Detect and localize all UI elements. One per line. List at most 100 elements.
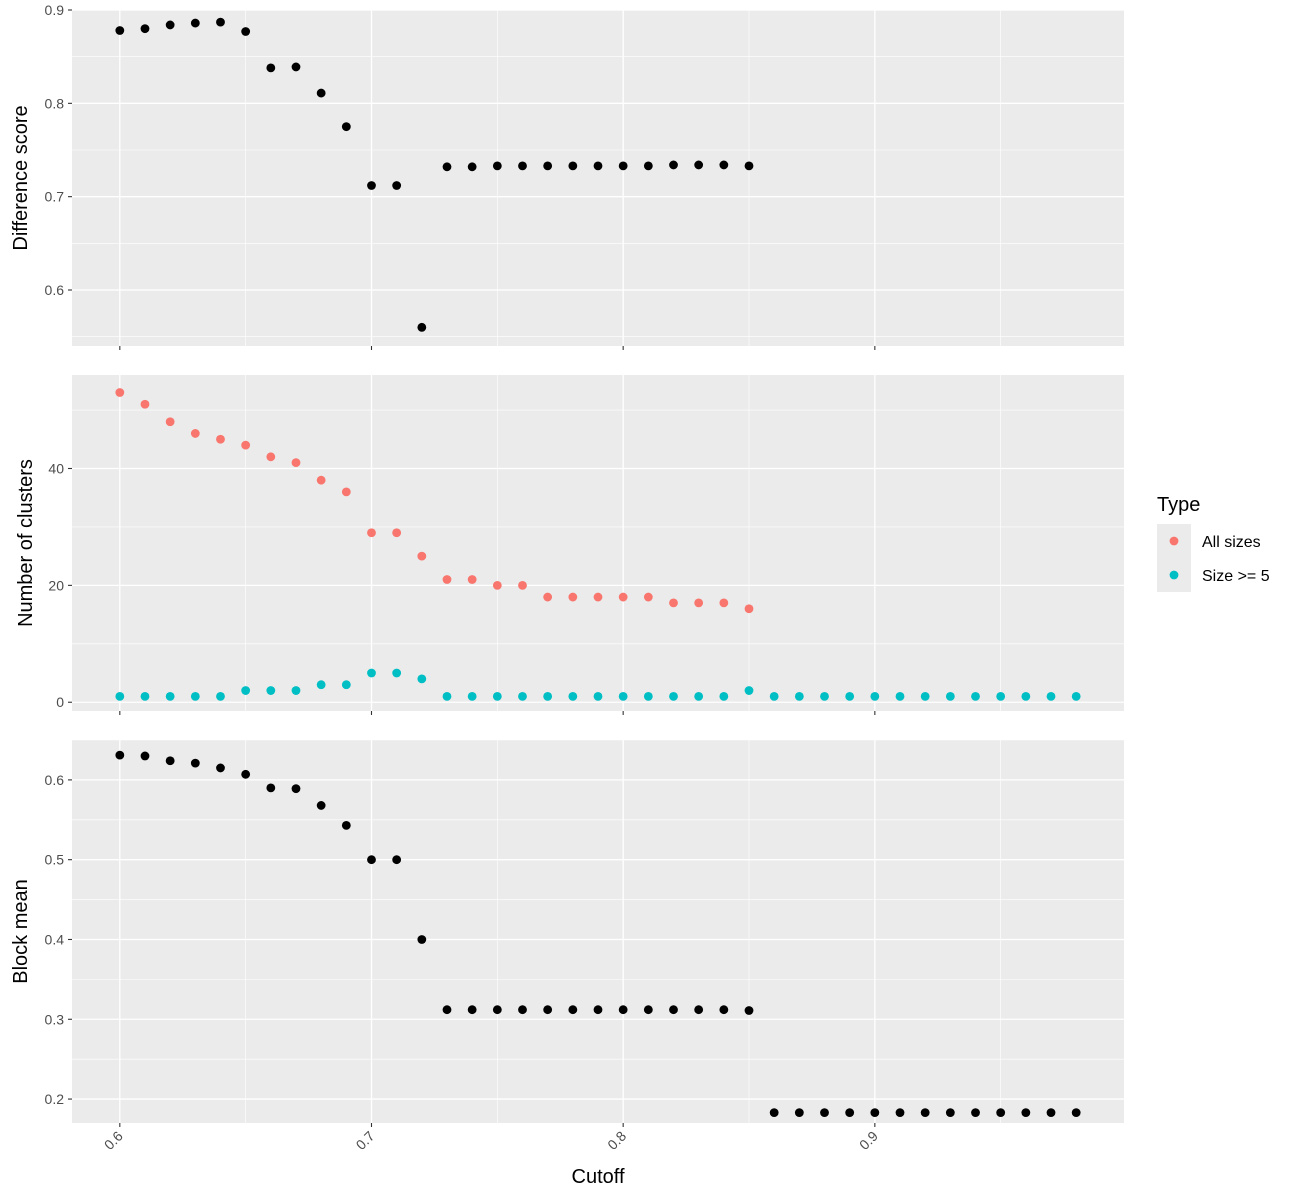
data-point bbox=[945, 1108, 955, 1118]
data-point bbox=[367, 181, 376, 190]
data-point bbox=[669, 691, 678, 701]
x-tick-label: 0.9 bbox=[856, 1128, 881, 1153]
data-point bbox=[291, 784, 301, 794]
data-point bbox=[291, 458, 301, 468]
data-point bbox=[744, 686, 754, 695]
data-point bbox=[643, 161, 653, 171]
data-point bbox=[845, 1108, 855, 1118]
data-point bbox=[140, 399, 150, 409]
data-point bbox=[744, 604, 754, 614]
data-point bbox=[643, 592, 653, 602]
y-axis-title: Number of clusters bbox=[15, 459, 37, 627]
data-point bbox=[266, 452, 276, 462]
data-point bbox=[518, 580, 527, 590]
panel-3: 0.2 0.3 0.4 0.5 0.6 Block mean bbox=[10, 739, 1124, 1127]
data-point bbox=[1046, 691, 1056, 701]
data-point bbox=[895, 691, 905, 701]
data-point bbox=[442, 162, 452, 172]
data-point bbox=[492, 691, 502, 701]
x-tick-label: 0.6 bbox=[101, 1128, 126, 1153]
data-point bbox=[442, 691, 452, 701]
data-point bbox=[241, 686, 251, 695]
y-axis-title: Block mean bbox=[10, 879, 32, 984]
data-point bbox=[467, 162, 477, 172]
data-point bbox=[140, 751, 150, 761]
y-tick-label: 0 bbox=[56, 694, 64, 710]
data-point bbox=[241, 27, 251, 36]
data-point bbox=[341, 487, 351, 497]
data-point bbox=[1021, 1108, 1031, 1118]
data-point bbox=[241, 440, 251, 450]
data-point bbox=[1071, 1108, 1081, 1118]
data-point bbox=[1021, 691, 1031, 701]
legend-title: Type bbox=[1157, 494, 1200, 516]
data-point bbox=[643, 691, 653, 701]
data-point bbox=[115, 388, 125, 397]
series-points bbox=[115, 750, 1081, 1118]
data-point bbox=[190, 18, 200, 28]
data-point bbox=[719, 160, 729, 170]
data-point bbox=[543, 1005, 553, 1015]
data-point bbox=[341, 680, 351, 690]
data-point bbox=[190, 758, 200, 768]
data-point bbox=[140, 24, 150, 34]
data-point bbox=[266, 686, 276, 695]
data-point bbox=[769, 1108, 779, 1118]
data-point bbox=[920, 1108, 930, 1118]
data-point bbox=[241, 769, 251, 779]
data-point bbox=[593, 161, 603, 171]
data-point bbox=[190, 429, 200, 438]
data-point bbox=[492, 161, 502, 171]
data-point bbox=[216, 17, 225, 27]
data-point bbox=[190, 691, 200, 701]
data-point bbox=[216, 434, 225, 444]
y-tick-label: 40 bbox=[48, 460, 64, 476]
data-point bbox=[694, 691, 704, 701]
x-tick-label: 0.7 bbox=[353, 1128, 378, 1153]
y-tick-label: 0.2 bbox=[45, 1091, 65, 1107]
data-point bbox=[165, 756, 175, 766]
data-point bbox=[367, 528, 376, 538]
data-point bbox=[744, 161, 754, 171]
data-point bbox=[316, 801, 326, 810]
data-point bbox=[669, 598, 678, 608]
data-point bbox=[669, 1005, 678, 1015]
series-size-5 bbox=[115, 668, 1081, 701]
legend-key-point bbox=[1169, 570, 1179, 580]
data-point bbox=[492, 1005, 502, 1015]
legend-key-point bbox=[1169, 536, 1179, 546]
data-point bbox=[165, 691, 175, 701]
data-point bbox=[417, 322, 427, 332]
data-point bbox=[719, 598, 729, 608]
data-point bbox=[618, 592, 628, 602]
data-point bbox=[115, 750, 125, 760]
data-point bbox=[492, 580, 502, 590]
y-tick-label: 0.8 bbox=[45, 95, 65, 111]
legend-label: All sizes bbox=[1202, 534, 1261, 551]
data-point bbox=[392, 528, 402, 538]
data-point bbox=[115, 691, 125, 701]
data-point bbox=[945, 691, 955, 701]
panel-background bbox=[72, 740, 1124, 1123]
data-point bbox=[1046, 1108, 1056, 1118]
data-point bbox=[694, 598, 704, 608]
data-point bbox=[593, 592, 603, 602]
data-point bbox=[996, 691, 1006, 701]
data-point bbox=[694, 1005, 704, 1015]
data-point bbox=[971, 691, 980, 701]
data-point bbox=[316, 475, 326, 485]
y-tick-label: 0.4 bbox=[45, 931, 65, 947]
data-point bbox=[392, 668, 402, 678]
data-point bbox=[417, 935, 427, 944]
panel-1: 0.6 0.7 0.8 0.9 Difference score bbox=[10, 2, 1124, 350]
data-point bbox=[543, 592, 553, 602]
data-point bbox=[543, 161, 553, 171]
data-point bbox=[769, 691, 779, 701]
data-point bbox=[467, 691, 477, 701]
data-point bbox=[568, 691, 578, 701]
data-point bbox=[316, 680, 326, 690]
data-point bbox=[442, 575, 452, 584]
data-point bbox=[820, 1108, 829, 1118]
y-tick-label: 0.6 bbox=[45, 772, 65, 788]
data-point bbox=[694, 160, 704, 170]
